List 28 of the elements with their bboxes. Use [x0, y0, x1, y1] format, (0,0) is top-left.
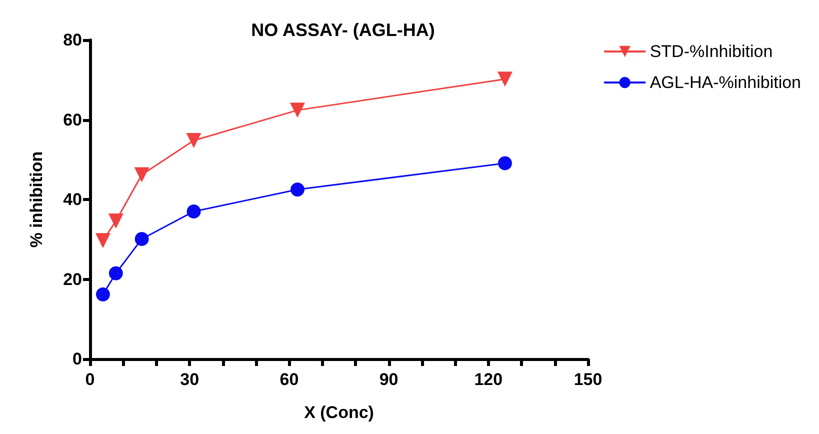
- point: [108, 266, 123, 280]
- x-tick-label: 0: [85, 370, 95, 389]
- x-axis-title: X (Conc): [304, 403, 374, 422]
- y-tick-label: 20: [63, 270, 82, 289]
- x-tick-label: 120: [474, 370, 503, 389]
- chart-title: NO ASSAY- (AGL-HA): [251, 20, 435, 40]
- y-axis-title: % inhibition: [27, 151, 46, 248]
- point: [498, 156, 512, 170]
- x-tick-label: 30: [180, 370, 200, 389]
- point: [108, 214, 124, 229]
- y-tick-label: 40: [63, 190, 82, 209]
- point: [186, 132, 202, 148]
- point: [96, 287, 110, 302]
- y-tick-label: 0: [72, 350, 82, 368]
- point: [186, 204, 201, 218]
- point: [498, 72, 512, 87]
- point: [290, 182, 304, 197]
- point: [134, 232, 149, 246]
- point: [95, 233, 110, 248]
- x-tick-label: 90: [379, 370, 398, 389]
- x-tick-label: 60: [280, 370, 299, 389]
- point: [134, 167, 150, 182]
- legend-label: STD-%Inhibition: [650, 42, 773, 61]
- x-tick-label: 150: [574, 370, 602, 389]
- legend-label: AGL-HA-%inhibition: [650, 73, 802, 92]
- point: [290, 102, 305, 118]
- y-tick-label: 80: [63, 30, 82, 50]
- y-tick-label: 60: [63, 110, 82, 130]
